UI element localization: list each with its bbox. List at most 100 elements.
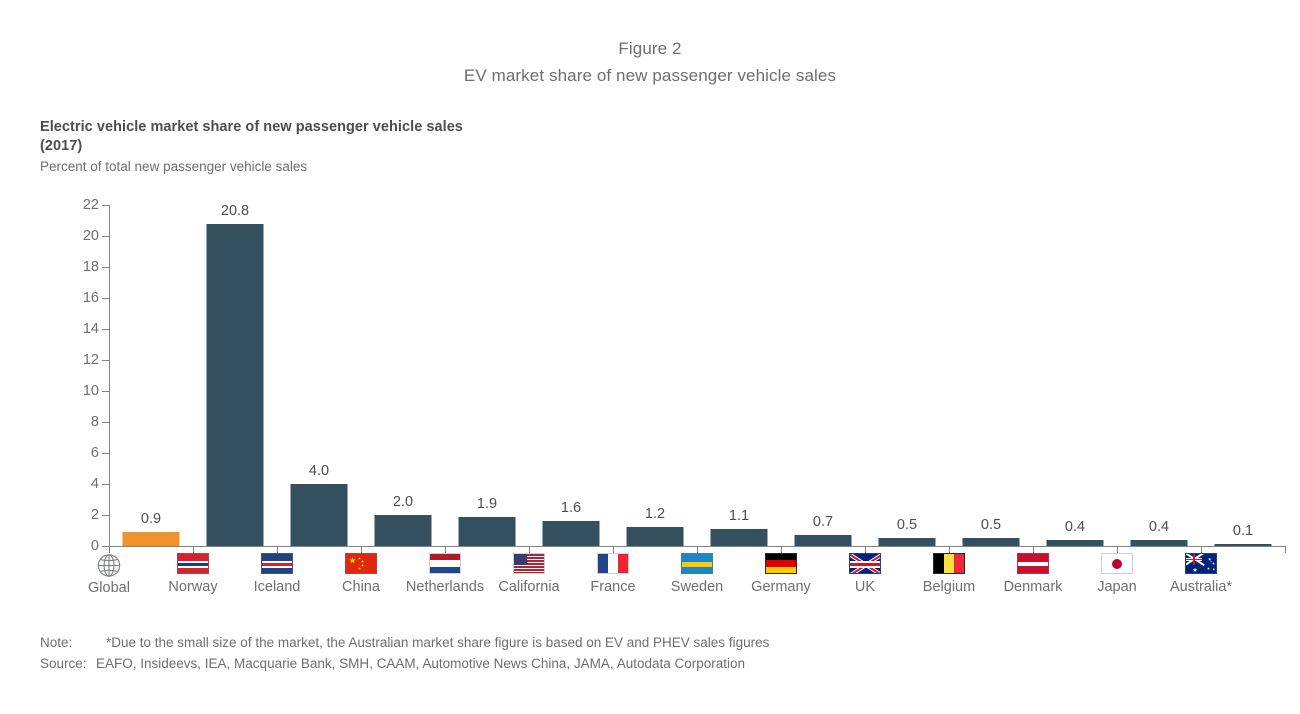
bar[interactable] [458, 516, 516, 546]
category-label: Australia* [1169, 579, 1233, 595]
y-axis-tick-label: 22 [82, 197, 99, 213]
y-axis-tick-label: 18 [82, 259, 99, 275]
x-axis-tick-mark [865, 546, 866, 553]
category-tick-denmark: Denmark [991, 553, 1075, 596]
category-tick-netherlands: Netherlands [403, 553, 487, 596]
bar[interactable] [206, 223, 264, 546]
bar-value-label: 0.5 [896, 517, 918, 534]
x-axis-tick-mark [1033, 546, 1034, 553]
figure-heading: Figure 2 EV market share of new passenge… [0, 36, 1300, 90]
bar-value-label: 0.4 [1148, 518, 1170, 535]
category-tick-iceland: Iceland [235, 553, 319, 596]
bar-group: 0.4 [1033, 196, 1117, 546]
x-axis-tick-mark [949, 546, 950, 553]
y-axis-tick-mark [102, 267, 109, 268]
chart-plot-area: 0 2 4 6 8 10 12 14 16 18 20 22 0.9 20.8 4.0 2.0 1.9 1.6 1… [40, 196, 1286, 556]
x-axis-tick-mark [361, 546, 362, 553]
bar[interactable] [878, 538, 936, 546]
y-axis-tick-label: 20 [82, 228, 99, 244]
flag-sweden [681, 553, 713, 574]
flag-belgium [933, 553, 965, 574]
category-label: Germany [751, 579, 811, 595]
note-label: Note: [40, 635, 73, 650]
y-axis-tick-mark [102, 298, 109, 299]
category-label: Japan [1097, 579, 1137, 595]
bar-group: 1.9 [445, 196, 529, 546]
bar[interactable] [122, 532, 180, 546]
bar-value-label: 0.1 [1232, 523, 1254, 539]
figure-number: Figure 2 [618, 39, 682, 58]
x-axis-tick-mark [613, 546, 614, 553]
category-tick-australia: Australia* [1159, 553, 1243, 596]
category-tick-china: China [319, 553, 403, 596]
category-label: Belgium [922, 579, 976, 595]
globe-icon [67, 553, 151, 578]
category-label: Denmark [1003, 579, 1063, 595]
flag-denmark [1017, 553, 1049, 574]
bar[interactable] [374, 515, 432, 546]
y-axis-tick-mark [102, 546, 109, 547]
y-axis-tick-mark [102, 515, 109, 516]
x-axis-tick-mark [1201, 546, 1202, 553]
category-label: Global [88, 580, 130, 596]
bar[interactable] [1214, 544, 1272, 546]
y-axis-tick-mark [102, 236, 109, 237]
bar[interactable] [626, 527, 684, 546]
category-label: Sweden [670, 579, 724, 595]
bar-value-label: 1.9 [476, 495, 498, 512]
category-label: France [590, 579, 636, 595]
bar-value-label: 1.2 [644, 506, 666, 523]
bar[interactable] [290, 484, 348, 546]
bar-group: 1.6 [529, 196, 613, 546]
bar[interactable] [962, 538, 1020, 546]
y-axis-tick-mark [102, 484, 109, 485]
bar[interactable] [1130, 539, 1188, 546]
flag-netherlands [429, 553, 461, 574]
source-label: Source: [40, 656, 87, 671]
bar-value-label: 0.4 [1064, 518, 1086, 535]
category-tick-japan: Japan [1075, 553, 1159, 596]
category-tick-global: Global [67, 553, 151, 597]
bar-value-label: 4.0 [308, 463, 330, 479]
chart-title-year: (2017) [40, 138, 83, 154]
x-axis-tick-mark [193, 546, 194, 553]
flag-uk [849, 553, 881, 574]
category-label: UK [854, 579, 876, 595]
source-text: EAFO, Insideevs, IEA, Macquarie Bank, SM… [96, 656, 746, 671]
flag-china [345, 553, 377, 574]
category-tick-germany: Germany [739, 553, 823, 596]
category-axis: Global Norway Iceland China Netherlands Calif… [88, 553, 1285, 615]
y-axis-tick-label: 12 [82, 352, 99, 368]
bar-series: 0.9 20.8 4.0 2.0 1.9 1.6 1.2 1.1 0.7 0.5 0.5 0.4 0.4… [109, 196, 1285, 546]
bar[interactable] [542, 521, 600, 546]
chart-header: Electric vehicle market share of new pas… [40, 118, 940, 177]
bar-group: 1.1 [697, 196, 781, 546]
category-tick-uk: UK [823, 553, 907, 596]
bar[interactable] [794, 535, 852, 546]
flag-australia [1185, 553, 1217, 574]
y-axis-tick-label: 10 [82, 383, 99, 399]
y-axis-tick-label: 16 [82, 290, 99, 306]
x-axis-tick-mark [529, 546, 530, 553]
x-axis-tick-mark [781, 546, 782, 553]
bar-group: 0.7 [781, 196, 865, 546]
y-axis-tick-mark [102, 205, 109, 206]
bar-group: 0.5 [949, 196, 1033, 546]
bar-group: 0.9 [109, 196, 193, 546]
y-axis-tick-label: 6 [90, 445, 99, 461]
flag-usa [513, 553, 545, 574]
x-axis-tick-mark [1285, 546, 1286, 553]
bar[interactable] [710, 528, 768, 546]
x-axis-tick-mark [1117, 546, 1118, 553]
y-axis-tick-label: 4 [90, 476, 99, 492]
x-axis-tick-mark [277, 546, 278, 553]
x-axis-tick-mark [445, 546, 446, 553]
category-label: China [342, 579, 380, 595]
flag-germany [765, 553, 797, 574]
category-tick-sweden: Sweden [655, 553, 739, 596]
y-axis-tick-label: 2 [90, 507, 99, 523]
bar[interactable] [1046, 539, 1104, 546]
x-axis-tick-mark [109, 546, 110, 553]
category-label: Iceland [253, 579, 301, 595]
y-axis-tick-label: 14 [82, 321, 99, 337]
